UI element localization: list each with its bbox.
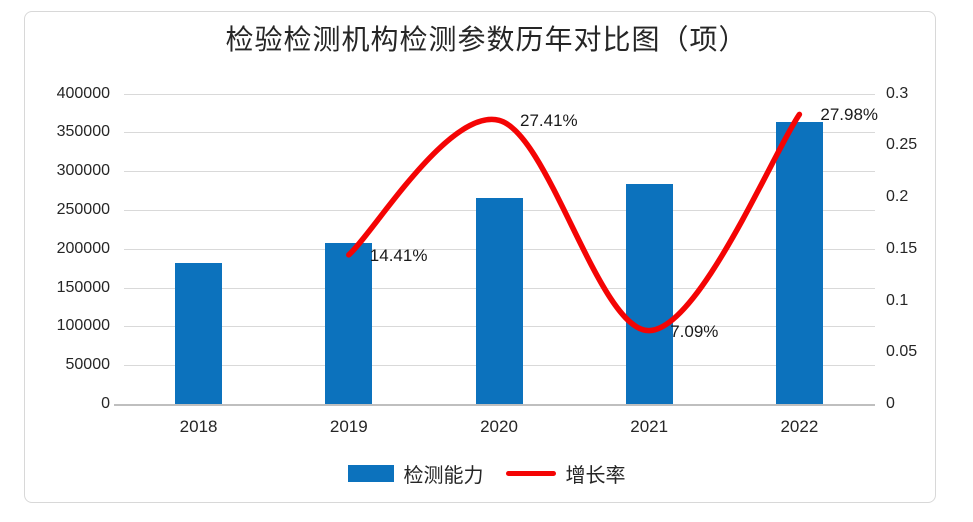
gridline [123,93,875,95]
left-axis-tick: 250000 [56,200,110,218]
right-axis-tick: 0.25 [886,136,918,154]
bar-2020 [475,198,523,404]
right-axis-tick: 0 [886,395,895,412]
left-axis-tick: 400000 [56,84,110,102]
right-axis-tick: 0.2 [886,188,909,205]
left-axis-tick: 350000 [56,123,110,141]
left-axis-tick: 300000 [56,162,110,180]
x-axis-tick: 2021 [630,417,669,436]
bar-2021 [625,183,673,404]
right-axis-tick: 0.15 [886,239,918,257]
legend-label-bar-series: 检测能力 [403,465,484,487]
bar-series-swatch-icon [347,465,394,482]
gridline [123,132,875,134]
line-data-label: 14.41% [369,245,428,265]
x-axis-tick: 2022 [780,417,819,436]
right-axis-tick: 0.05 [886,343,918,361]
line-data-label: 7.09% [670,321,719,341]
legend-item-line-series: 增长率 [505,459,626,488]
chart-title: 检验检测机构检测参数历年对比图（项） [225,25,748,56]
left-axis-tick: 100000 [56,317,110,335]
x-axis-tick: 2019 [329,417,368,436]
line-series-swatch-icon [505,471,556,476]
right-axis-tick: 0.3 [886,84,909,102]
legend-item-bar-series: 检测能力 [347,459,484,488]
left-axis-tick: 0 [101,395,110,412]
legend: 检测能力 增长率 [0,459,973,488]
bar-2018 [175,262,223,404]
line-data-label: 27.41% [520,111,578,131]
legend-label-line-series: 增长率 [565,465,626,487]
left-axis-tick: 150000 [56,278,110,296]
left-axis-tick: 200000 [56,239,110,257]
x-axis-tick: 2020 [480,417,518,436]
x-axis-tick: 2018 [179,417,218,436]
x-axis-line [113,404,875,406]
bar-2019 [325,242,373,404]
right-axis-tick: 0.1 [886,291,909,309]
bar-2022 [775,122,823,404]
gridline [123,171,875,173]
left-axis-tick: 50000 [65,356,111,374]
line-data-label: 27.98% [820,105,879,125]
